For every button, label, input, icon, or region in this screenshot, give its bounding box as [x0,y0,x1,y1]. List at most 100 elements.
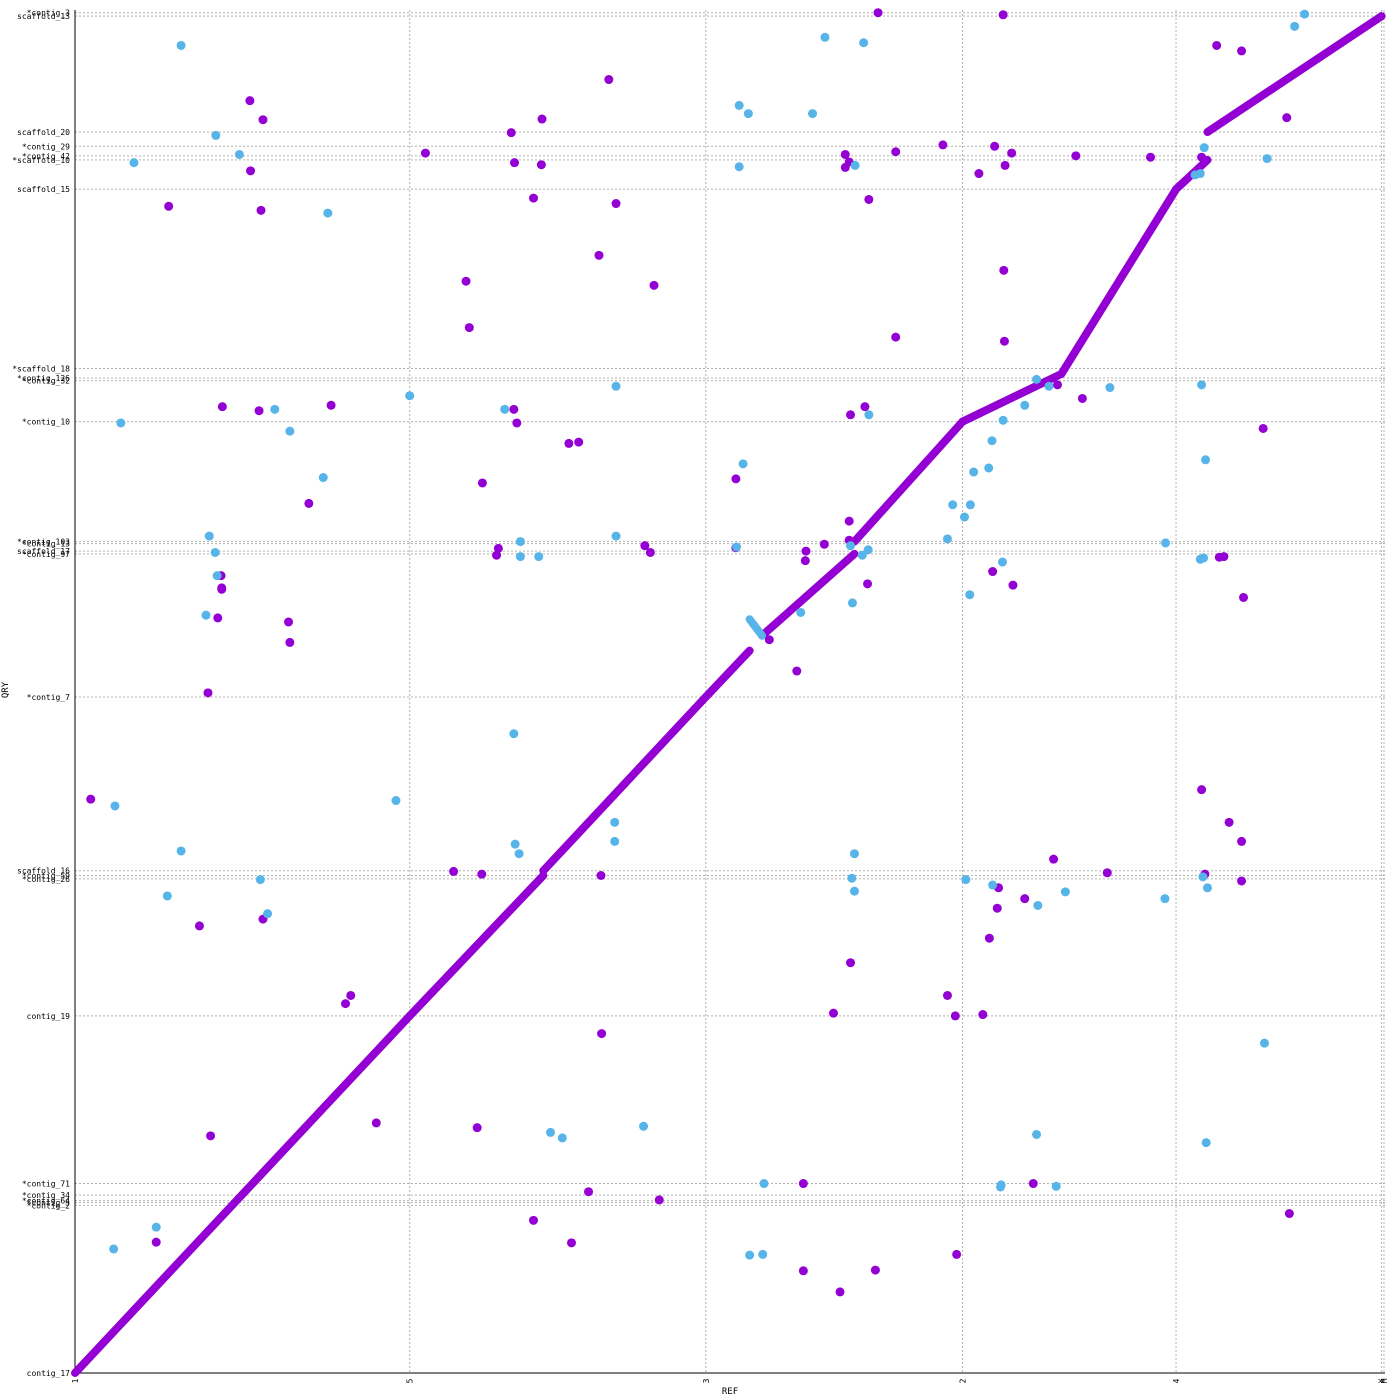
reverse-point [864,410,874,420]
forward-point [988,567,998,577]
x-tick-label: 4 [1172,1378,1181,1383]
reverse-point [610,817,620,827]
forward-point [464,323,474,333]
forward-point [801,546,811,556]
y-tick-label: scaffold_16 [17,867,70,876]
reverse-point [611,381,621,391]
forward-point [258,115,268,125]
forward-segment [539,692,710,875]
y-tick-label: *contig_32 [22,377,70,386]
forward-point [974,169,984,179]
reverse-point [758,1249,768,1259]
forward-point [510,158,520,168]
reverse-point [611,531,621,541]
reverse-point [846,541,856,551]
forward-point [1197,152,1207,162]
forward-point [151,1237,161,1247]
y-tick-label: *scaffold_10 [12,156,70,165]
forward-point [1053,380,1062,390]
forward-point [649,280,659,290]
x-tick-label: 5 [406,1378,415,1383]
forward-point [654,1195,664,1205]
forward-point [449,866,459,876]
forward-point [304,498,314,508]
reverse-point [162,891,172,901]
reverse-point [863,545,873,555]
forward-point [284,617,294,627]
reverse-point [129,158,139,168]
x-axis-label: REF [722,1387,738,1397]
forward-point [341,999,351,1009]
reverse-point [1201,1138,1211,1148]
forward-point [164,201,174,211]
forward-point [873,8,883,18]
reverse-point [285,426,295,436]
forward-point [492,550,502,560]
reverse-point [639,1121,649,1131]
reverse-point [323,208,333,218]
forward-point [800,556,810,566]
y-tick-label: scaffold_17 [17,547,70,556]
reverse-point [961,875,971,885]
forward-segment [405,871,548,1020]
forward-point [828,1008,838,1018]
reverse-point [988,880,998,890]
reverse-point [500,404,510,414]
forward-point [574,437,584,447]
forward-point [942,990,952,1000]
y-tick-label: *contig_34 [22,1191,70,1200]
x-tick-label: X [1378,1378,1387,1383]
forward-point [1237,876,1247,886]
reverse-point [151,1222,161,1232]
forward-point [564,438,574,448]
forward-point [798,1179,808,1189]
reverse-point [796,607,806,617]
forward-segment [71,1011,414,1377]
reverse-point [1105,383,1115,393]
forward-point [998,10,1008,20]
forward-point [213,613,223,623]
forward-point [594,250,604,260]
forward-point [611,199,621,209]
x-tick-labels: 1 5 3 2 4 XM [71,1378,1389,1383]
reverse-point [948,500,958,510]
forward-segment [850,417,967,546]
forward-point [846,410,856,420]
forward-point [844,516,854,526]
reverse-point [984,463,994,473]
forward-point [1258,423,1268,433]
y-tick-labels: contig_17*contig_2*contig_5*contig_64*co… [12,9,70,1378]
forward-point [217,402,227,412]
forward-point [506,128,516,138]
forward-point [835,1287,845,1297]
reverse-point [942,534,952,544]
forward-point [978,1010,988,1020]
forward-point [472,1123,482,1133]
forward-point [254,406,264,416]
forward-point [597,1029,607,1039]
forward-point [1282,113,1292,123]
forward-point [584,1187,594,1197]
forward-point [938,140,948,150]
forward-point [1007,148,1017,158]
reverse-point [1020,400,1030,410]
forward-point [864,194,874,204]
y-tick-label: *contig_7 [27,693,71,702]
forward-point [990,141,1000,151]
reverse-point [391,796,401,806]
reverse-point [857,550,867,560]
reverse-alignments [109,9,1310,1260]
forward-point [1284,1209,1294,1219]
forward-alignments [71,8,1386,1377]
reverse-point [734,100,744,110]
alignment-series [71,8,1386,1377]
y-tick-label: *contig_126 [17,374,70,383]
reverse-point [109,1244,119,1254]
plot-frame [74,10,1385,1374]
x-tick-label: 2 [959,1378,968,1383]
y-tick-label: *contig_26 [22,875,70,884]
forward-point [1028,1179,1038,1189]
forward-point [846,958,856,968]
forward-point [792,666,802,676]
